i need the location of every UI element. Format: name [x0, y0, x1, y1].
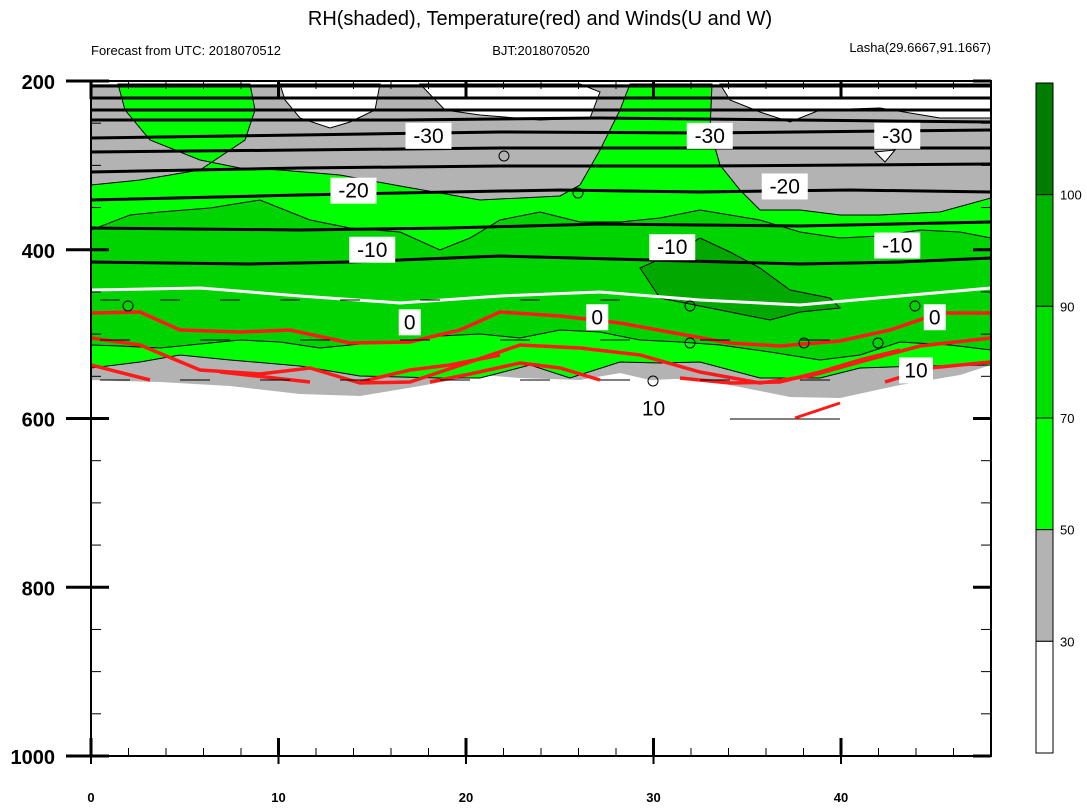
- contour-label-text: 0: [929, 306, 941, 329]
- y-tick-label: 200: [22, 72, 55, 94]
- colorbar-segment: [1035, 194, 1054, 307]
- contour-label: -30: [874, 122, 921, 149]
- contour-label-text: 10: [642, 397, 665, 420]
- contour-label-box: [586, 304, 609, 331]
- contour-label-box: [636, 395, 671, 422]
- colorbar-segment: [1035, 529, 1054, 642]
- contour-label: 0: [586, 304, 609, 331]
- contour-label-box: [405, 122, 452, 149]
- rh-fill-70-90: [91, 199, 991, 361]
- contour-label: -30: [405, 122, 452, 149]
- contour-label: -10: [874, 232, 921, 259]
- contour-labels: -30 -30 -30 -20 -20 -10 -10 -10 0 0 0 10 10: [330, 122, 946, 422]
- subtitle-bjt: BJT:2018070520: [492, 43, 590, 58]
- wind-barbs: [100, 299, 930, 420]
- x-tick-label: 20: [459, 790, 473, 805]
- colorbar-label: 90: [1060, 299, 1074, 314]
- colorbar-label: 100: [1060, 188, 1082, 203]
- contour-label: -20: [761, 173, 808, 200]
- contour-label-box: [686, 122, 733, 149]
- contour-label-box: [923, 304, 946, 331]
- y-tick-label: 1000: [11, 747, 56, 769]
- x-tick-label: 40: [834, 790, 848, 805]
- contour-label-text: -20: [338, 180, 368, 203]
- x-tick-label: 10: [271, 790, 285, 805]
- contour-label: 0: [398, 309, 421, 336]
- x-tick-label: 0: [87, 790, 94, 805]
- colorbar-label: 70: [1060, 411, 1074, 426]
- contour-label-box: [874, 232, 921, 259]
- calm-markers: [122, 150, 921, 387]
- y-tick-label: 800: [22, 578, 55, 600]
- colorbar-segment: [1035, 82, 1054, 196]
- contour-label: 10: [899, 357, 933, 384]
- contour-label: -10: [349, 236, 396, 263]
- subtitle-forecast: Forecast from UTC: 2018070512: [91, 43, 281, 58]
- contour-label-text: -10: [357, 239, 387, 262]
- y-tick-label: 600: [22, 410, 55, 432]
- contour-label-text: -10: [882, 235, 912, 258]
- contour-label: -10: [649, 234, 696, 261]
- plot-area: -30 -30 -30 -20 -20 -10 -10 -10 0 0 0 10 10: [91, 81, 991, 756]
- x-tick-label: 30: [646, 790, 660, 805]
- contour-label-text: 0: [591, 306, 603, 329]
- contour-label-text: 10: [904, 359, 927, 382]
- contour-label-box: [398, 309, 421, 336]
- chart-title: RH(shaded), Temperature(red) and Winds(U…: [308, 8, 772, 30]
- contour-label-text: -20: [770, 175, 800, 198]
- contour-label: -20: [330, 177, 377, 204]
- colorbar-segment: [1035, 640, 1054, 754]
- contour-label-box: [349, 236, 396, 263]
- subtitle-station: Lasha(29.6667,91.1667): [849, 40, 991, 55]
- contour-label: -30: [686, 122, 733, 149]
- contour-label-box: [899, 357, 933, 384]
- isotherm-zero: [91, 286, 991, 307]
- rh-fill-lt30: [873, 149, 897, 163]
- colorbar: 100 90 70 50 30: [1035, 82, 1082, 754]
- contour-label: 10: [636, 395, 671, 422]
- colorbar-segment: [1035, 305, 1054, 419]
- contour-label-box: [649, 234, 696, 261]
- y-tick-label: 400: [22, 241, 55, 263]
- colorbar-label: 50: [1060, 523, 1074, 538]
- contour-label-text: -10: [657, 236, 687, 259]
- contour-label-box: [761, 173, 808, 200]
- contour-label-box: [874, 122, 921, 149]
- contour-label-text: -30: [882, 125, 912, 148]
- colorbar-segment: [1035, 417, 1054, 531]
- contour-label: 0: [923, 304, 946, 331]
- colorbar-label: 30: [1060, 634, 1074, 649]
- wind-barb-red: [794, 401, 841, 420]
- rh-fill-lt30: [279, 83, 381, 129]
- contour-label-text: 0: [404, 311, 416, 334]
- contour-label-text: -30: [413, 125, 443, 148]
- contour-label-text: -30: [695, 125, 725, 148]
- contour-label-box: [330, 177, 377, 204]
